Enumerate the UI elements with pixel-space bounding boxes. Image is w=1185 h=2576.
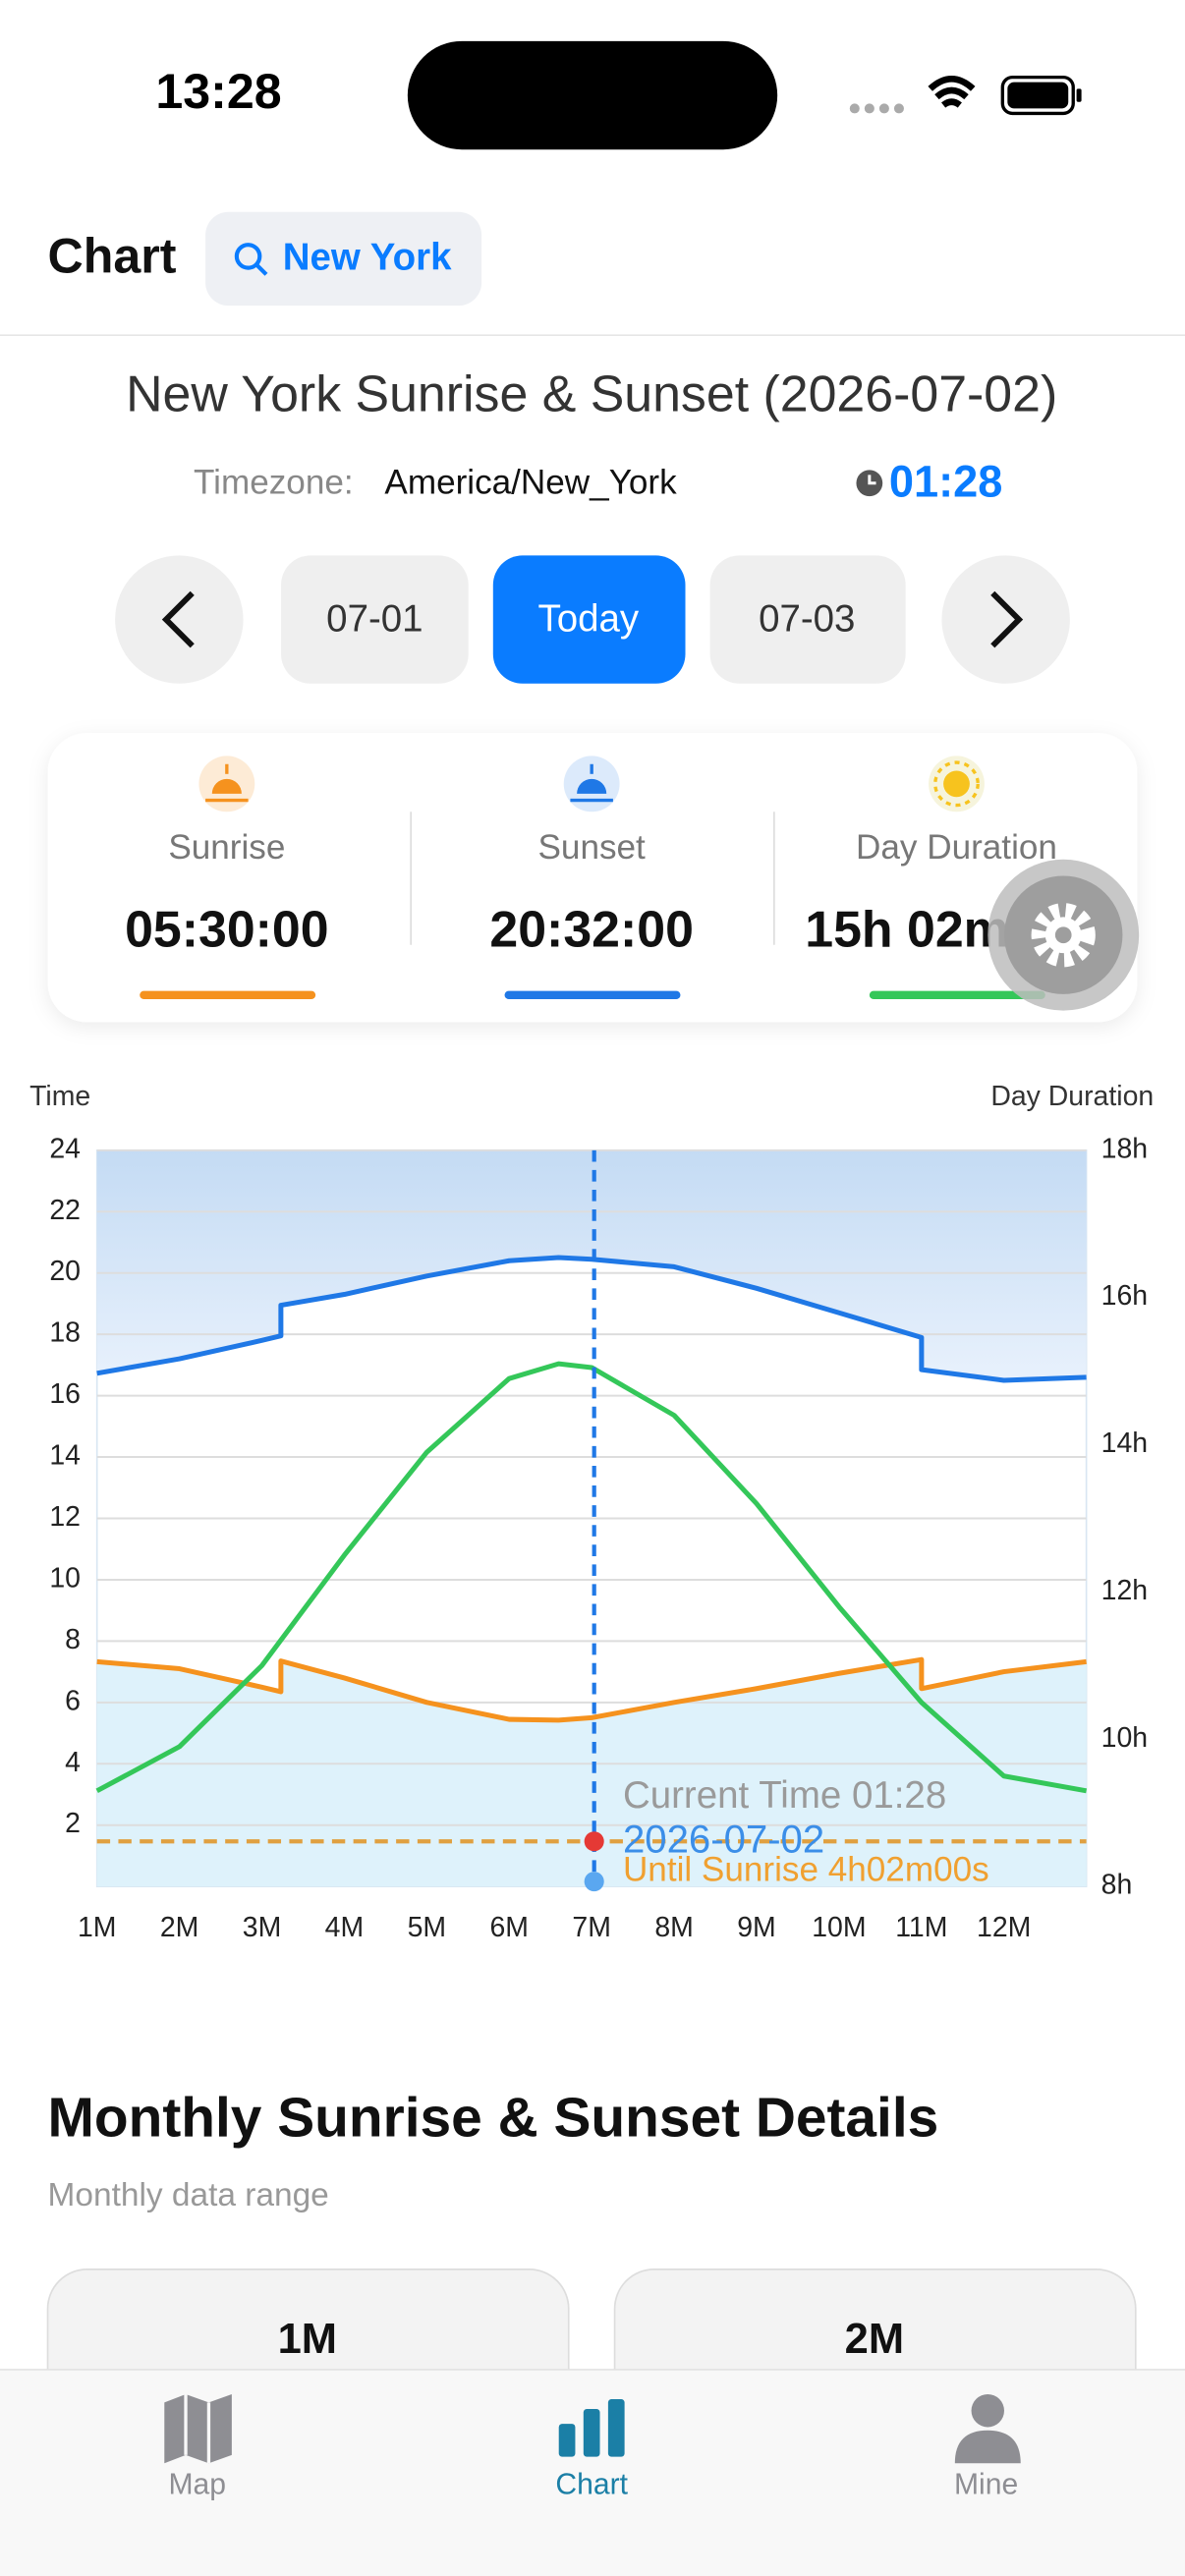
y2-axis-title: Day Duration xyxy=(990,1081,1154,1112)
y2-tick-label: 12h xyxy=(1101,1575,1148,1606)
series-line xyxy=(96,1656,1087,1723)
x-tick-label: 8M xyxy=(654,1912,693,1943)
month-card-label[interactable]: 1M xyxy=(278,2316,337,2363)
battery-icon xyxy=(1000,75,1082,116)
search-icon xyxy=(254,262,268,276)
search-pill[interactable] xyxy=(205,211,482,307)
y-tick-label: 14 xyxy=(49,1440,81,1472)
y2-tick-label: 18h xyxy=(1101,1133,1148,1164)
series-line xyxy=(96,1255,1087,1383)
sun-icon xyxy=(929,756,985,812)
summary-label: Day Duration xyxy=(856,828,1057,867)
today[interactable]: Today xyxy=(537,597,639,640)
summary-underline xyxy=(869,990,1045,999)
y-tick-label: 16 xyxy=(49,1378,81,1410)
y-tick-label: 18 xyxy=(49,1317,81,1349)
clock-icon xyxy=(856,470,883,497)
x-tick-label: 6M xyxy=(490,1912,529,1943)
x-tick-label: 12M xyxy=(977,1912,1031,1943)
y2-tick-label: 16h xyxy=(1101,1280,1148,1312)
night-area xyxy=(96,1149,1087,1381)
next-day-button[interactable] xyxy=(941,555,1070,684)
y-tick-label: 6 xyxy=(65,1685,81,1716)
summary-card xyxy=(47,732,1138,1023)
y-tick-label: 12 xyxy=(49,1501,81,1533)
prev-date[interactable]: 07-01 xyxy=(326,597,423,640)
settings-button[interactable] xyxy=(988,859,1140,1011)
y-tick-label: 8 xyxy=(65,1624,81,1655)
y-axis-title: Time xyxy=(29,1081,90,1112)
next-date-button[interactable] xyxy=(709,555,906,684)
summary-underline xyxy=(140,990,316,999)
y-tick-label: 2 xyxy=(65,1808,81,1839)
chart-tab[interactable]: Chart xyxy=(555,2399,629,2501)
annotation: Current Time 01:28 xyxy=(623,1774,946,1817)
annotation: 2026-07-02 xyxy=(623,1818,824,1862)
dynamic-island xyxy=(407,40,778,150)
local-time: 01:28 xyxy=(889,456,1002,506)
x-tick-label: 3M xyxy=(243,1912,281,1943)
summary-label: Sunrise xyxy=(168,828,285,867)
tab-label[interactable]: Map xyxy=(168,2469,226,2501)
timezone-value: America/New_York xyxy=(384,464,677,502)
tab-label[interactable]: Chart xyxy=(555,2469,628,2501)
y2-tick-label: 14h xyxy=(1101,1428,1148,1459)
summary-value: 05:30:00 xyxy=(125,901,329,958)
next-date[interactable]: 07-03 xyxy=(759,597,855,640)
y2-tick-label: 8h xyxy=(1101,1870,1133,1901)
map-tab[interactable]: Map xyxy=(164,2394,232,2501)
dawn-area xyxy=(96,1659,1087,1887)
y-tick-label: 20 xyxy=(49,1256,81,1287)
status-time: 13:28 xyxy=(155,64,281,119)
prev-day-button[interactable] xyxy=(115,555,244,684)
y2-tick-label: 10h xyxy=(1101,1722,1148,1754)
x-tick-label: 11M xyxy=(895,1912,947,1943)
header-title: Chart xyxy=(48,229,177,284)
annotation: Until Sunrise 4h02m00s xyxy=(623,1850,989,1888)
x-tick-label: 1M xyxy=(78,1912,116,1943)
section-title: Monthly Sunrise & Sunset Details xyxy=(48,2087,939,2149)
x-tick-label: 5M xyxy=(408,1912,446,1943)
month-card-label[interactable]: 2M xyxy=(845,2316,904,2363)
summary-label: Sunset xyxy=(538,828,647,867)
location-search[interactable]: New York xyxy=(205,211,482,307)
y-tick-label: 24 xyxy=(49,1133,81,1164)
search-icon xyxy=(234,243,262,270)
today-button[interactable] xyxy=(492,555,686,684)
tab-label[interactable]: Mine xyxy=(954,2469,1018,2501)
x-tick-label: 7M xyxy=(572,1912,610,1943)
y-tick-label: 4 xyxy=(65,1747,81,1778)
page-title: New York Sunrise & Sunset (2026-07-02) xyxy=(126,364,1057,421)
x-tick-label: 9M xyxy=(737,1912,775,1943)
summary-underline xyxy=(504,990,681,999)
summary-value: 20:32:00 xyxy=(489,901,694,958)
section-subtitle: Monthly data range xyxy=(48,2177,329,2213)
current-point xyxy=(584,1831,604,1852)
location[interactable]: New York xyxy=(283,236,452,278)
timezone-label: Timezone: xyxy=(194,464,354,502)
y-tick-label: 22 xyxy=(49,1195,81,1226)
series-line xyxy=(95,1361,1088,1794)
sunset-icon xyxy=(563,756,620,812)
sunrise-icon xyxy=(198,756,255,812)
signal-icon xyxy=(849,103,904,114)
x-tick-label: 2M xyxy=(160,1912,198,1943)
y-tick-label: 10 xyxy=(49,1562,81,1594)
x-tick-label: 4M xyxy=(325,1912,364,1943)
mine-tab[interactable]: Mine xyxy=(954,2394,1021,2501)
prev-date-button[interactable] xyxy=(281,555,469,684)
crosshair-foot xyxy=(584,1872,604,1892)
x-tick-label: 10M xyxy=(812,1912,866,1943)
wifi-icon xyxy=(928,75,976,108)
